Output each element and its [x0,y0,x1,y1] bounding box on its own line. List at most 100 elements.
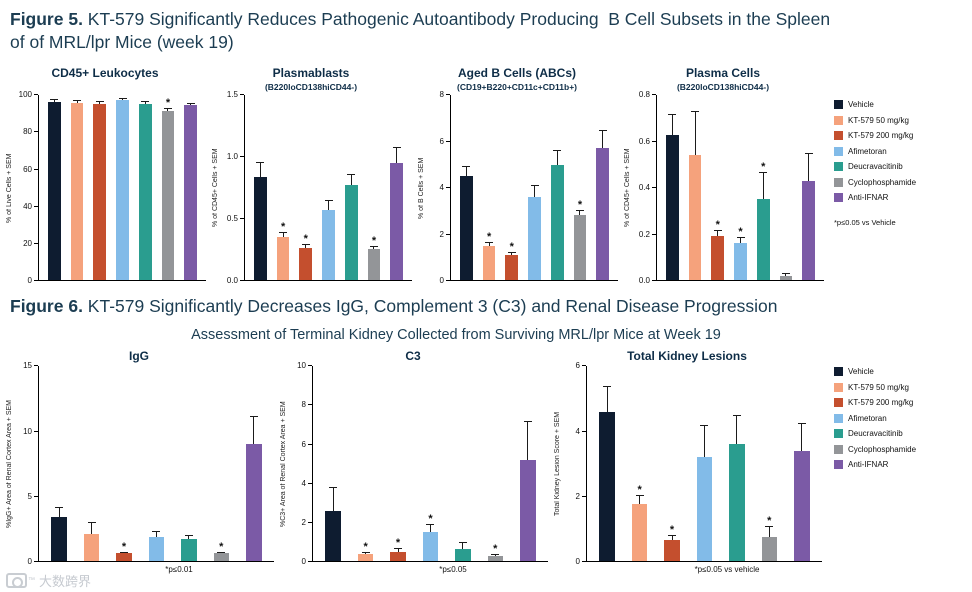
legend-significance-note: *p≤0.05 vs Vehicle [834,218,896,228]
bar-plasmablasts-deucravacitinib [344,185,358,281]
error-bar-cap [553,149,562,151]
figure5-heading: Figure 5. KT-579 Significantly Reduces P… [0,0,960,54]
y-tick-mark [240,94,244,96]
error-bar [350,174,352,186]
bar-group-anti-ifnar [786,366,818,562]
legend-swatch [834,131,843,141]
error-bar-cap [120,551,129,553]
y-tick-label: 8 [301,400,306,410]
bar-total-kidney-lesions-vehicle [599,411,615,562]
bar-group-kt-579-200-mg-kg [88,95,111,281]
legend-item-cyclophosphamide: Cyclophosphamide [834,177,952,187]
figure5-title: KT-579 Significantly Reduces Pathogenic … [10,9,831,53]
bar-plasmablasts-vehicle [254,176,267,281]
y-tick-label: 2 [301,518,306,528]
bar-group-cyclophosphamide: * [363,95,386,281]
error-bar [579,209,581,216]
bar-cd45-leukocytes-vehicle [48,101,61,281]
significance-asterisk: * [395,537,401,550]
y-axis: 0.0 0.2 0.4 0.6 0.8 [634,91,656,285]
y-tick-label: 0.0 [638,276,650,286]
bar-igg-kt-579-200-mg-kg [116,553,132,562]
legend-label: KT-579 200 mg/kg [848,131,914,141]
bar-cd45-leukocytes-deucravacitinib [138,103,152,281]
error-bar-cap [73,100,82,102]
bar-group-deucravacitinib [173,366,205,562]
bar-group-afimetoran: * [729,95,752,281]
chart-body: Total Kidney Lesion Score + SEM 0 2 4 6 * * * [552,362,822,566]
error-bar-cap [279,232,288,234]
bar-group-anti-ifnar [179,95,202,281]
y-tick-label: 10 [297,361,306,371]
chart-title: CD45+ Leukocytes [51,66,159,81]
y-tick-label: 80 [23,127,32,137]
error-bar-cap [603,385,612,387]
error-bar [365,552,367,555]
chart-subtitle [4,81,206,93]
figure5-legend: Vehicle KT-579 50 mg/kg KT-579 200 mg/kg Af… [834,54,952,227]
significance-note: *p≤0.05 [439,565,467,575]
significance-asterisk: * [219,540,224,553]
chart-title: Aged B Cells (ABCs) [457,66,576,81]
error-bar [155,530,157,537]
error-bar-cap [394,548,403,550]
error-bar [76,100,78,103]
y-axis-label: %C3+ Area of Renal Cortex Area + SEM [280,401,287,528]
error-bar-cap [217,551,226,553]
y-axis-label: % of B Cells + SEM [418,157,425,219]
chart-subtitle: (B220loCD138hiCD44-) [264,82,358,93]
error-bar-cap [329,487,338,489]
error-bar [253,415,255,445]
legend-swatch [834,429,843,439]
error-bar [527,420,529,460]
bar-plasma-cells-cyclophosphamide [779,275,793,281]
legend-swatch [834,398,843,408]
error-bar-cap [713,230,722,232]
y-tick-mark [652,233,656,235]
y-tick-mark [582,365,586,367]
legend-swatch [834,146,843,156]
legend-label: Vehicle [848,367,874,377]
bar-plasmablasts-kt-579-50-mg-kg [276,237,290,281]
error-bar-cap [426,524,435,526]
error-bar [762,171,764,200]
figure5-charts: CD45+ Leukocytes% of Live Cells + SEM 0 20… [0,54,828,285]
significance-asterisk: * [767,514,772,527]
error-bar [259,161,261,177]
y-tick-label: 4 [575,426,580,436]
chart-subtitle: (CD19+B220+CD11c+CD11b+) [456,82,577,93]
bar-igg-cyclophosphamide [213,553,230,562]
bar-total-kidney-lesions-anti-ifnar [793,450,810,562]
error-bar [606,385,608,412]
bar-c3-kt-579-50-mg-kg [357,554,374,562]
error-bar-cap [118,97,127,99]
y-tick-label: 0.0 [226,276,238,286]
error-bar-cap [598,129,607,131]
error-bar [717,230,719,237]
bar-total-kidney-lesions-cyclophosphamide [761,536,778,562]
error-bar-cap [668,535,677,537]
bar-plasma-cells-vehicle [666,134,679,281]
bar-group-afimetoran: * [414,366,446,562]
y-axis: 0 20 40 60 80 100 [16,91,38,285]
y-tick-mark [308,561,312,563]
significance-asterisk: * [715,219,720,232]
bar-group-kt-579-50-mg-kg [66,95,89,281]
error-bar [801,423,803,451]
y-tick-label: 0 [439,276,444,286]
y-tick-mark [582,561,586,563]
legend-swatch [834,382,843,392]
bar-c3-anti-ifnar [519,459,536,562]
bar-group-cyclophosphamide: * [569,95,592,281]
significance-asterisk: * [738,226,743,239]
significance-asterisk: * [493,543,498,556]
legend-item-vehicle: Vehicle [834,367,952,377]
y-axis: 0.0 0.5 1.0 1.5 [222,91,244,285]
legend-label: Anti-IFNAR [848,460,889,470]
y-axis: 0 2 4 6 8 [428,91,450,285]
plot-area: * * [38,366,274,563]
bar-total-kidney-lesions-deucravacitinib [729,444,745,562]
y-tick-label: 0.5 [226,214,238,224]
figure6-legend: Vehicle KT-579 50 mg/kg KT-579 200 mg/kg Af… [834,343,952,476]
